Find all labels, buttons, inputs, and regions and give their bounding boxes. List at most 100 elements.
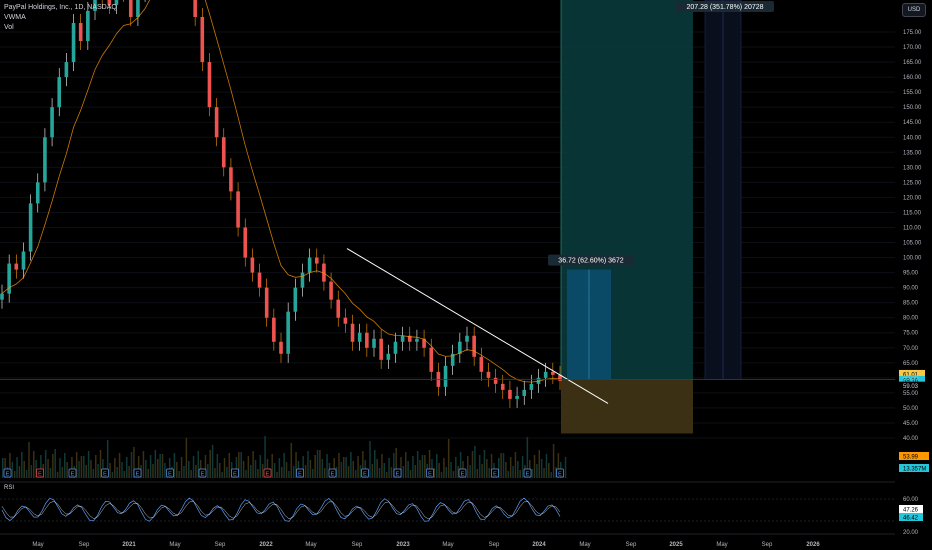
earnings-marker: E <box>71 472 75 478</box>
candle-body <box>229 167 233 192</box>
x-tick-label: 2025 <box>669 542 683 548</box>
volume-bar <box>457 466 459 478</box>
volume-bar <box>30 465 33 478</box>
volume-bar <box>133 447 135 478</box>
x-tick-label: Sep <box>762 542 773 548</box>
candle-body <box>450 353 455 366</box>
candle-body <box>93 0 97 11</box>
volume-bar <box>543 468 545 478</box>
candle-body <box>0 293 4 300</box>
candle-body <box>236 191 240 228</box>
volume-bar <box>21 452 23 478</box>
y-tick-label: 115.00 <box>903 210 922 216</box>
currency-button[interactable]: USD <box>902 3 926 17</box>
x-tick-label: May <box>442 542 453 548</box>
y-tick-label: 40.00 <box>903 436 919 442</box>
volume-bar <box>445 467 448 478</box>
volume-bar <box>538 450 541 478</box>
candle-body <box>86 10 90 42</box>
candle-body <box>50 107 54 138</box>
candle-body <box>57 77 62 108</box>
volume-bar <box>548 463 550 478</box>
x-tick-label: Sep <box>352 542 363 548</box>
volume-bar <box>168 458 171 478</box>
price-label: 59.03 <box>903 384 919 390</box>
volume-bar <box>290 443 293 478</box>
volume-bar <box>416 451 419 478</box>
volume-bar <box>390 467 393 478</box>
volume-bar <box>354 470 357 478</box>
volume-bar <box>11 462 14 478</box>
volume-bar <box>137 456 140 478</box>
volume-bar <box>521 456 524 478</box>
candle-body <box>551 371 555 375</box>
volume-bar <box>540 459 543 478</box>
volume-bar <box>369 441 371 478</box>
volume-bar <box>142 451 145 478</box>
volume-bar <box>424 455 426 478</box>
volume-bar <box>35 460 37 478</box>
candle-body <box>350 323 355 342</box>
volume-bar <box>152 464 154 478</box>
volume-bar <box>106 440 109 478</box>
volume-bar <box>304 465 307 478</box>
y-tick-label: 80.00 <box>903 316 919 322</box>
volume-bar <box>285 462 288 478</box>
earnings-marker: E <box>461 472 465 478</box>
earnings-marker: E <box>136 472 140 478</box>
volume-bar <box>502 453 505 478</box>
earnings-marker: E <box>396 472 400 478</box>
volume-bar <box>66 462 68 478</box>
volume-bar <box>312 469 314 478</box>
volume-bar <box>509 457 512 478</box>
volume-bar <box>247 456 250 478</box>
y-tick-label: 135.00 <box>903 150 922 156</box>
y-tick-label: 110.00 <box>903 225 922 231</box>
volume-bar <box>123 471 126 478</box>
volume-bar <box>335 467 338 478</box>
candle-body <box>300 272 305 288</box>
volume-bar <box>362 451 364 478</box>
volume-bar <box>450 462 452 478</box>
candle-body <box>286 311 290 354</box>
candle-body <box>272 317 276 342</box>
volume-bar <box>159 454 161 478</box>
volume-bar <box>500 453 502 478</box>
volume-bar <box>514 452 517 478</box>
candle-body <box>193 0 197 17</box>
candle-body <box>500 383 505 390</box>
volume-bar <box>564 457 567 478</box>
candle-body <box>279 341 283 354</box>
volume-bar <box>467 456 469 478</box>
candle-body <box>472 335 476 357</box>
volume-bar <box>292 466 295 478</box>
profit-measure-label: 207.28 (351.78%) 20728 <box>686 4 763 11</box>
candle-body <box>422 338 426 348</box>
volume-bar <box>221 472 223 478</box>
range-measure-label: 36.72 (62.60%) 3672 <box>558 258 623 265</box>
volume-bar <box>281 467 283 478</box>
vwma-label: VWMA <box>4 14 26 21</box>
volume-bar <box>176 462 178 478</box>
volume-bar <box>128 466 130 478</box>
volume-bar <box>550 472 552 478</box>
volume-bar <box>111 472 114 478</box>
rsi-signal-line <box>1 500 561 520</box>
y-tick-label: 120.00 <box>903 195 922 201</box>
volume-bar <box>33 451 35 478</box>
volume-label-bg <box>899 464 929 472</box>
earnings-marker: E <box>103 472 107 478</box>
volume-bar <box>338 453 340 478</box>
y-tick-label: 170.00 <box>903 45 922 51</box>
y-tick-label: 130.00 <box>903 165 922 171</box>
earnings-marker: E <box>331 472 335 478</box>
volume-bar <box>56 472 59 478</box>
candle-body <box>35 182 40 204</box>
volume-bar <box>490 454 493 478</box>
earnings-marker-bg <box>36 468 44 478</box>
earnings-marker-bg <box>426 468 434 478</box>
volume-bar <box>25 470 28 478</box>
candle-body <box>114 0 119 5</box>
volume-bar <box>283 453 285 478</box>
